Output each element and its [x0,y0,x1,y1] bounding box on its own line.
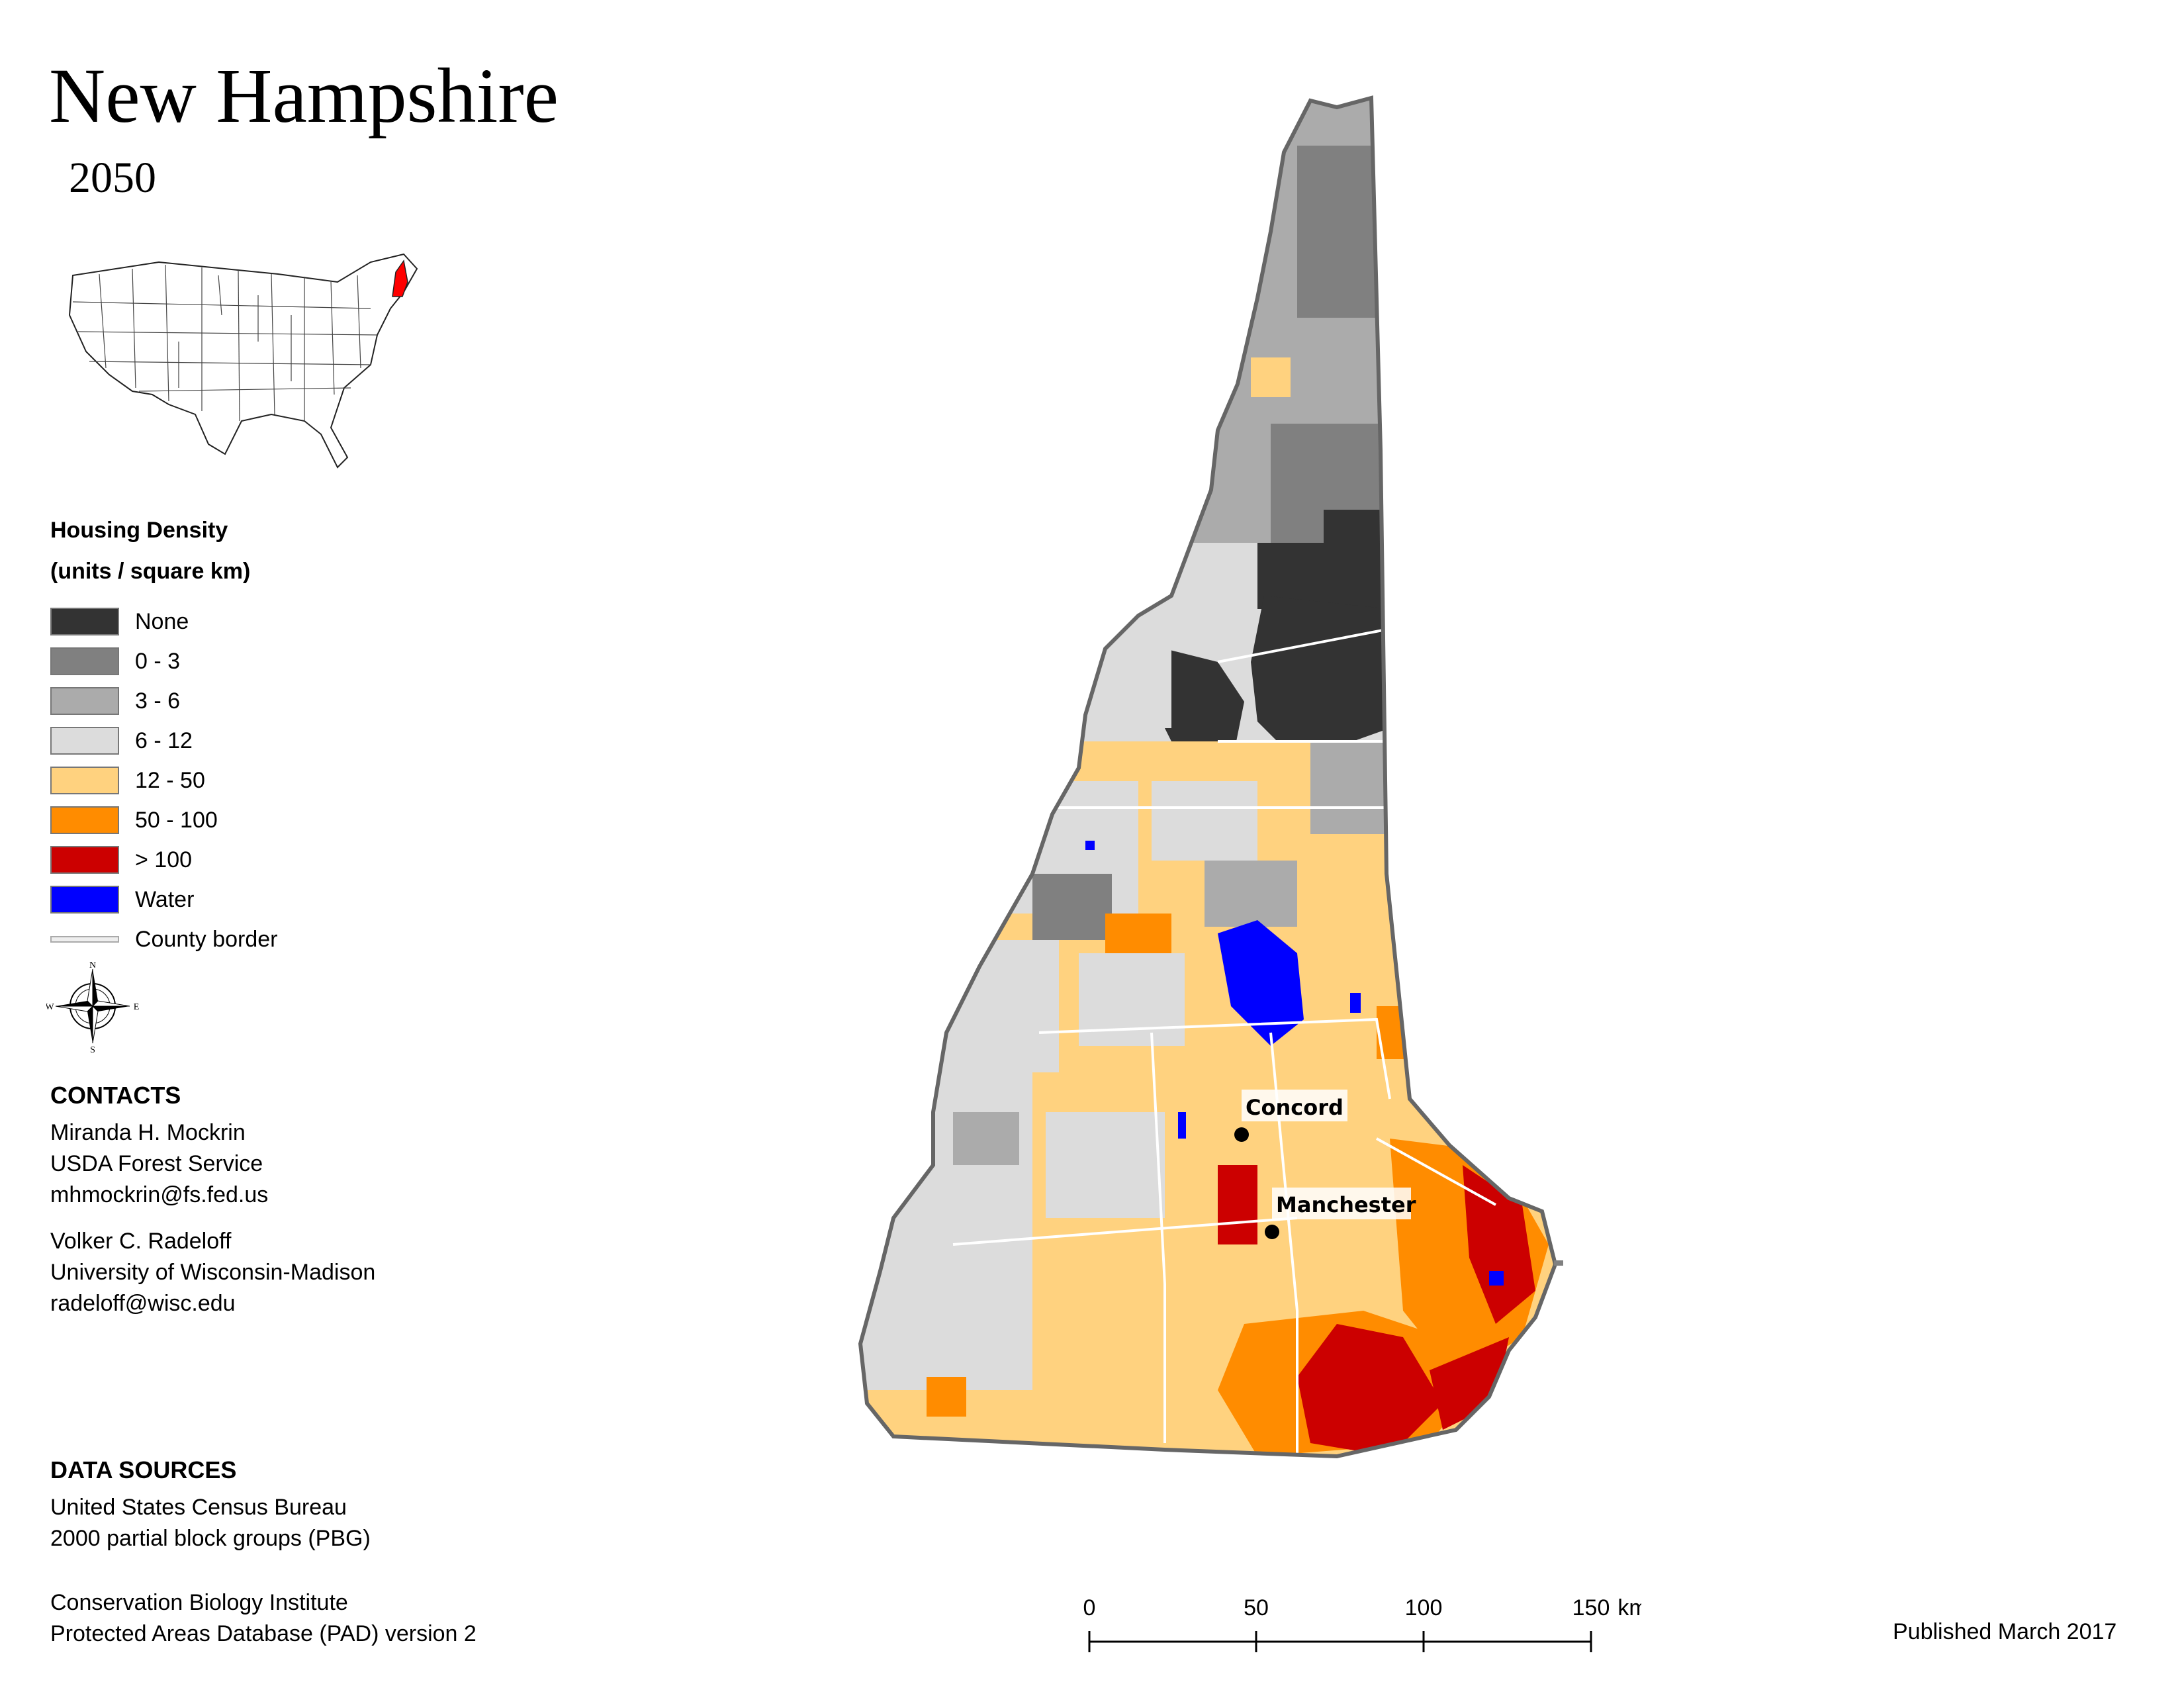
data-source-1-line1: United States Census Bureau [50,1495,347,1520]
legend-label: County border [135,926,278,952]
data-source-2-line1: Conservation Biology Institute [50,1590,348,1615]
data-source-2: Conservation Biology Institute Protected… [50,1587,477,1650]
scale-tick-50: 50 [1244,1595,1269,1620]
contact-2-name: Volker C. Radeloff [50,1229,232,1254]
map-title: New Hampshire [49,52,559,139]
new-hampshire-highlight [392,259,408,297]
legend-swatch [50,727,119,755]
compass-s: S [90,1045,95,1053]
county-border-swatch [50,936,119,943]
legend-item-0-3: 0 - 3 [50,646,180,677]
legend-label: 3 - 6 [135,688,181,714]
legend-label: 12 - 50 [135,767,205,793]
compass-w: W [46,1002,54,1012]
contact-2-email: radeloff@wisc.edu [50,1291,236,1316]
legend-label: Water [135,886,195,912]
contact-1-email: mhmockrin@fs.fed.us [50,1182,269,1207]
compass-n: N [89,961,96,970]
isles-of-shoals [1554,1260,1563,1266]
legend-swatch [50,647,119,675]
contact-1: Miranda H. Mockrin USDA Forest Service m… [50,1117,268,1211]
concord-marker [1234,1127,1249,1142]
legend-label: 50 - 100 [135,807,218,833]
legend-label: None [135,608,189,634]
legend-label: > 100 [135,847,193,872]
legend-swatch [50,806,119,834]
legend-item-water: Water [50,884,194,915]
legend-item-over-100: > 100 [50,845,192,875]
legend-item-6-12: 6 - 12 [50,726,193,756]
new-hampshire-housing-density-map: Concord Manchester [794,79,1563,1496]
published-date: Published March 2017 [1893,1619,2117,1644]
scale-tick-150: 150 [1572,1595,1610,1620]
state-lines [72,264,378,422]
scale-bar: 0 50 100 150 km [1083,1595,1641,1652]
contacts-heading: CONTACTS [50,1082,181,1109]
legend-swatch [50,846,119,874]
legend-swatch [50,608,119,635]
legend-swatch [50,886,119,914]
scale-tick-0: 0 [1083,1595,1096,1620]
legend-title: Housing Density [50,518,228,543]
data-sources-heading: DATA SOURCES [50,1456,237,1483]
contact-2: Volker C. Radeloff University of Wiscons… [50,1226,375,1319]
data-source-1: United States Census Bureau 2000 partial… [50,1492,371,1554]
legend-label: 0 - 3 [135,648,181,674]
city-label-manchester: Manchester [1276,1192,1416,1217]
city-label-concord: Concord [1246,1095,1343,1120]
legend-item-3-6: 3 - 6 [50,686,180,716]
compass-e: E [134,1002,139,1012]
contact-1-org: USDA Forest Service [50,1151,263,1176]
density-fill [860,98,1555,1456]
legend-item-county-border: County border [50,924,277,955]
data-source-1-line2: 2000 partial block groups (PBG) [50,1526,371,1551]
map-subtitle: 2050 [69,154,156,202]
legend-label: 6 - 12 [135,727,193,753]
legend-units: (units / square km) [50,559,251,584]
legend-item-12-50: 12 - 50 [50,765,205,796]
scale-unit: km [1617,1595,1641,1620]
county-borders [952,628,1496,1456]
data-source-2-line2: Protected Areas Database (PAD) version 2 [50,1621,477,1646]
scale-tick-100: 100 [1405,1595,1443,1620]
us-locator-inset-map [68,253,418,469]
contact-2-org: University of Wisconsin-Madison [50,1260,376,1285]
us-outline [68,253,418,469]
contact-1-name: Miranda H. Mockrin [50,1120,246,1145]
manchester-marker [1265,1225,1279,1239]
legend-swatch [50,687,119,715]
legend-swatch [50,767,119,794]
compass-rose-icon: N S E W [46,961,139,1053]
legend-item-50-100: 50 - 100 [50,805,218,835]
legend-item-none: None [50,606,189,637]
